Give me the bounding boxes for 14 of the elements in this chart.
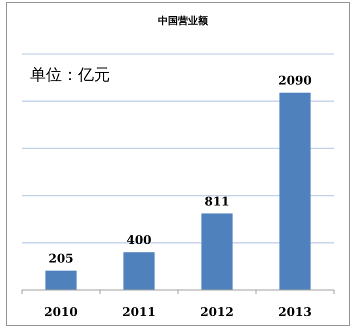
bar [123,252,155,290]
x-tick-label: 2011 [122,305,156,319]
data-label: 2090 [278,74,312,88]
bar [45,270,77,290]
data-label: 205 [48,252,74,266]
data-label: 811 [204,194,230,208]
x-tick-label: 2012 [200,305,234,319]
annotation: 单位：亿元 [30,65,110,84]
x-tick-label: 2010 [44,305,78,319]
bar [279,92,311,290]
x-tick-label: 2013 [278,305,312,319]
data-label: 400 [126,233,152,248]
bar [201,213,233,290]
chart-title: 中国营业额 [158,15,209,27]
